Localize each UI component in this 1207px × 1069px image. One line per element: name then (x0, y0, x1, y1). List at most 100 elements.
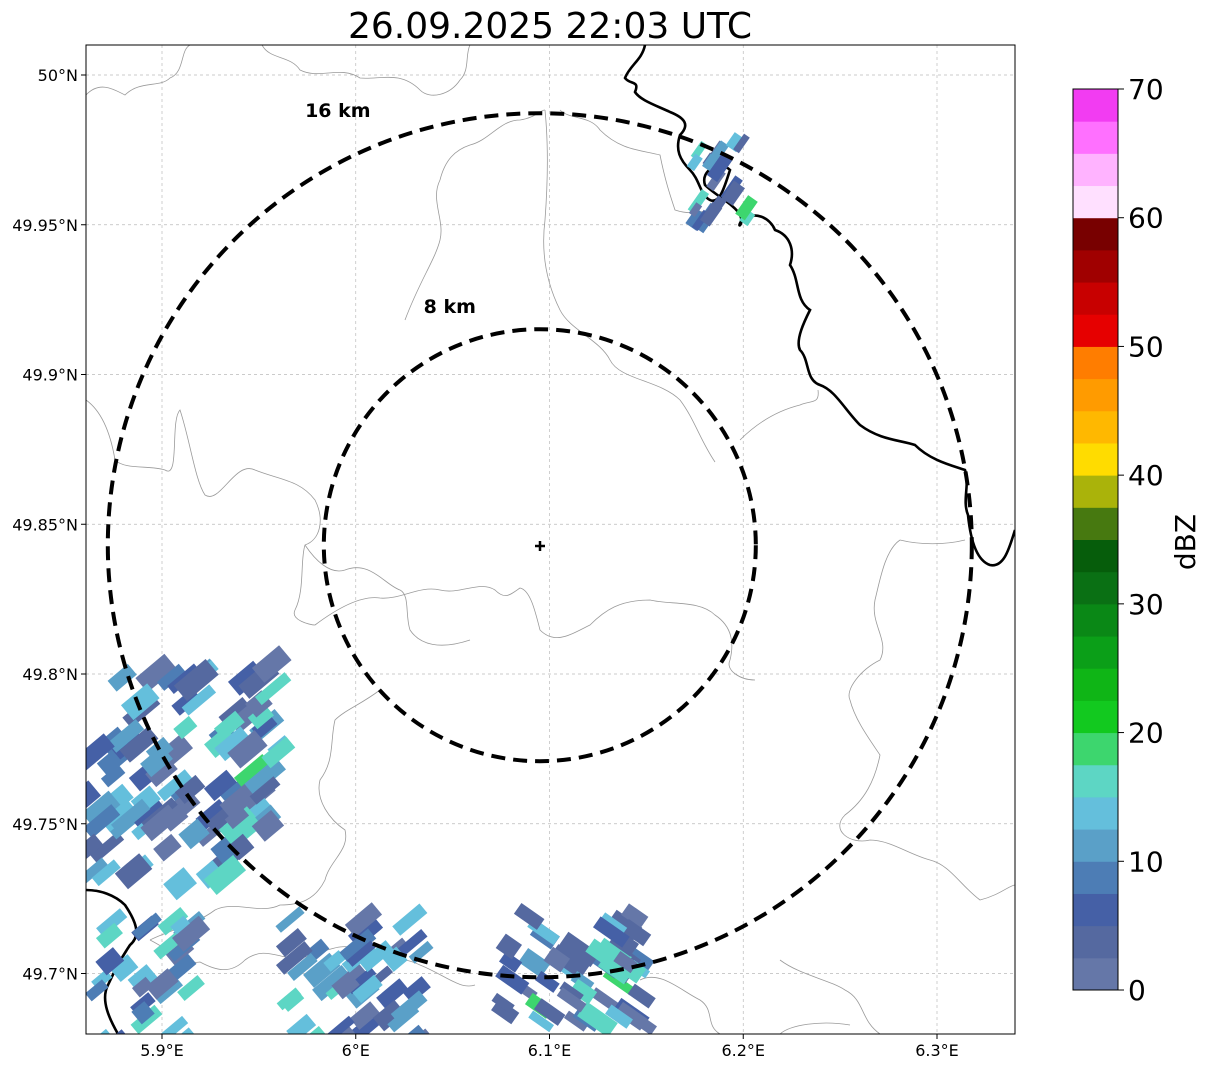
colorbar-tick-label-0: 0 (1128, 974, 1146, 1007)
colorbar-bin-20 (1073, 314, 1118, 347)
echo-cell (157, 906, 189, 936)
echo-cell (114, 853, 153, 890)
echo-cell (292, 1035, 318, 1061)
echo-cell (163, 867, 197, 901)
colorbar-bin-14 (1073, 507, 1118, 540)
colorbar-bin-8 (1073, 700, 1118, 734)
echo-cell (145, 968, 179, 1000)
lon-tick-label-4: 6.3°E (915, 1041, 959, 1060)
border-south-east (639, 976, 721, 1034)
echo-cell (100, 764, 126, 788)
echo-cell (275, 927, 307, 958)
colorbar-tick-label-3: 30 (1128, 588, 1164, 621)
lon-tick-label-2: 6.1°E (528, 1041, 572, 1060)
echo-cell (86, 979, 109, 1002)
echo-cell (721, 180, 745, 206)
echo-cell (294, 1025, 326, 1034)
echo-cell (275, 906, 305, 933)
echo-cluster-south-west (83, 906, 211, 1069)
colorbar-bin-15 (1073, 475, 1118, 508)
echo-cell (251, 809, 285, 842)
echo-cell (403, 1037, 441, 1069)
echo-cell (107, 663, 137, 692)
echo-cell (706, 153, 733, 183)
border-mid-south (304, 544, 471, 646)
echo-cell (244, 757, 286, 796)
echo-cell (177, 975, 205, 1001)
border-north-east (559, 109, 711, 214)
echo-cell (349, 1001, 380, 1030)
echo-cell (213, 710, 245, 741)
colorbar-bin-16 (1073, 442, 1118, 476)
lat-tick-label-1: 49.95°N (12, 216, 78, 235)
echo-cell (498, 951, 523, 973)
echo-cell (86, 857, 109, 888)
range-rings (105, 111, 974, 980)
radar-site-marker (535, 541, 545, 551)
colorbar-bin-2 (1073, 893, 1118, 927)
echo-cell (219, 783, 256, 818)
country-border-northeast (623, 45, 1015, 567)
border-east-1 (739, 389, 819, 441)
echo-cell (312, 965, 352, 1002)
echo-cell (110, 798, 151, 835)
echo-cell (178, 818, 210, 850)
echo-cell (251, 645, 292, 683)
border-east-2 (839, 539, 1015, 901)
echo-cell (543, 946, 571, 973)
colorbar-bin-7 (1073, 732, 1118, 766)
echo-cell (135, 653, 177, 693)
border-east-3 (899, 539, 966, 545)
echo-cell (352, 974, 383, 1004)
country-border-southwest (86, 888, 138, 1034)
echo-cell (702, 153, 719, 172)
echo-cell (346, 940, 377, 967)
colorbar-tick-label-6: 60 (1128, 202, 1164, 235)
echo-cell (331, 1023, 356, 1034)
echo-cell (569, 978, 598, 1005)
echo-cluster-south-center (275, 902, 441, 1069)
echo-cell (131, 797, 169, 833)
echo-cell (132, 912, 162, 940)
echo-cell (249, 776, 281, 805)
echo-cell (91, 859, 121, 887)
latitude-ticks: 50°N 49.95°N 49.9°N 49.85°N 49.8°N 49.75°N 49.… (12, 66, 86, 984)
colorbar-bin-5 (1073, 796, 1118, 830)
echo-cell (203, 854, 247, 895)
echo-cell (287, 952, 318, 981)
echo-cell (145, 755, 178, 788)
lon-tick-label-1: 6°E (342, 1041, 370, 1060)
echo-cell (181, 684, 217, 716)
echo-cell (156, 663, 187, 691)
colorbar-bin-1 (1073, 925, 1118, 959)
echo-cell (83, 1059, 121, 1069)
colorbar-bin-13 (1073, 539, 1118, 573)
longitude-ticks: 5.9°E 6°E 6.1°E 6.2°E 6.3°E (140, 1034, 959, 1060)
lat-tick-label-6: 49.7°N (22, 965, 78, 984)
echo-cell (331, 971, 360, 1000)
echo-cell (563, 1010, 589, 1032)
echo-cell (699, 201, 723, 227)
colorbar-bin-18 (1073, 378, 1118, 412)
echo-cell (339, 928, 377, 963)
echo-cell (89, 831, 125, 863)
colorbar-tick-label-2: 20 (1128, 717, 1164, 750)
range-ring-label-16km: 16 km (305, 100, 371, 122)
echo-cell (203, 769, 237, 802)
echo-cell (86, 804, 121, 839)
border-south-east-2 (779, 1022, 851, 1034)
echo-cell (688, 202, 703, 218)
colorbar-tick-label-4: 40 (1128, 459, 1164, 492)
echo-cell (173, 715, 198, 740)
colorbar-bin-24 (1073, 185, 1118, 219)
echo-cell (172, 915, 211, 952)
lon-tick-label-3: 6.2°E (721, 1041, 765, 1060)
colorbar-label: dBZ (1169, 514, 1202, 570)
echo-cell (131, 1001, 155, 1025)
border-east-4 (779, 959, 881, 1034)
echo-cell (388, 1050, 416, 1069)
echo-cell (107, 719, 145, 753)
echo-cell (491, 992, 515, 1014)
echo-cell (620, 919, 652, 947)
echo-cluster-south-east (491, 902, 657, 1034)
